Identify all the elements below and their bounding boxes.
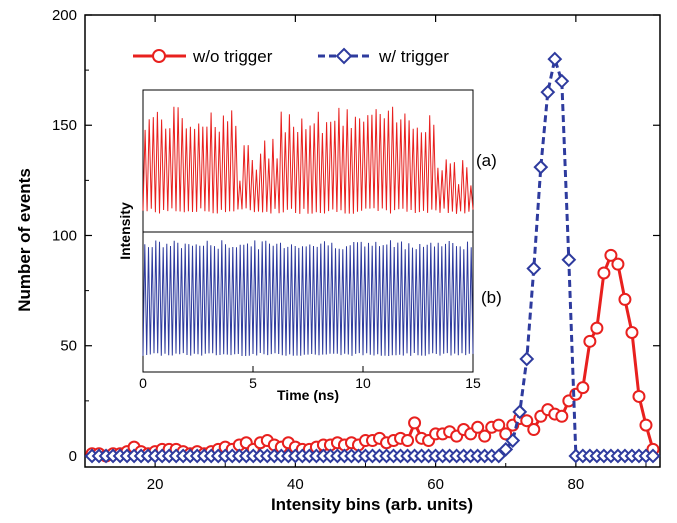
series-layer <box>84 51 661 464</box>
inset-y-label: Intensity <box>117 202 133 260</box>
x-tick-label: 80 <box>568 476 585 493</box>
legend-label-wo-trigger: w/o trigger <box>192 47 273 66</box>
point-wo-trigger <box>632 389 646 403</box>
inset-x-tick-label: 10 <box>355 375 371 391</box>
point-w-trigger <box>540 84 556 100</box>
inset-trace-b <box>142 240 474 357</box>
x-tick-label: 60 <box>427 476 444 493</box>
legend-marker-wo-trigger <box>152 49 166 63</box>
legend-label-w-trigger: w/ trigger <box>378 47 449 66</box>
x-axis-label: Intensity bins (arb. units) <box>271 495 473 514</box>
y-tick-label: 0 <box>69 448 77 465</box>
inset-panel-a-tag: (a) <box>476 151 497 170</box>
point-wo-trigger <box>499 427 513 441</box>
inset-panel-b-tag: (b) <box>481 288 502 307</box>
point-wo-trigger <box>408 416 422 430</box>
legend: w/o trigger w/ trigger <box>133 47 449 66</box>
point-wo-trigger <box>520 414 534 428</box>
point-w-trigger <box>526 261 542 276</box>
legend-marker-w-trigger <box>335 47 353 65</box>
point-w-trigger <box>505 433 521 448</box>
point-wo-trigger <box>597 266 611 280</box>
point-wo-trigger <box>590 321 604 335</box>
point-w-trigger <box>547 51 563 67</box>
point-wo-trigger <box>478 429 492 443</box>
point-wo-trigger <box>527 423 541 437</box>
point-w-trigger <box>554 73 570 89</box>
x-tick-label: 40 <box>287 476 304 493</box>
point-w-trigger <box>533 159 549 175</box>
y-tick-label: 100 <box>52 227 77 244</box>
x-tick-label: 20 <box>147 476 164 493</box>
inset-x-tick-label: 15 <box>465 375 481 391</box>
point-wo-trigger <box>576 381 590 395</box>
point-w-trigger <box>491 448 507 464</box>
inset-panel-b-frame <box>142 231 474 373</box>
y-tick-label: 50 <box>60 338 77 355</box>
inset-axes: 0 5 10 15 <box>139 366 481 391</box>
point-wo-trigger <box>639 418 653 432</box>
point-wo-trigger <box>492 418 506 432</box>
point-w-trigger <box>512 404 528 420</box>
plot-frame <box>84 14 661 468</box>
y-axis-label: Number of events <box>15 168 34 312</box>
point-wo-trigger <box>611 257 625 271</box>
point-wo-trigger <box>618 292 632 306</box>
inset-trace-a <box>142 106 474 214</box>
point-wo-trigger <box>604 248 618 262</box>
inset-x-label: Time (ns) <box>277 387 339 403</box>
y-tick-label: 200 <box>52 7 77 24</box>
inset-x-tick-label: 0 <box>139 375 147 391</box>
inset-x-tick-label: 5 <box>249 375 257 391</box>
point-wo-trigger <box>555 409 569 423</box>
point-wo-trigger <box>625 326 639 340</box>
point-w-trigger <box>645 448 661 464</box>
inset: 0 5 10 15 Time (ns) Intensity (a) (b) <box>117 89 502 403</box>
point-wo-trigger <box>583 334 597 348</box>
point-w-trigger <box>519 351 535 367</box>
point-w-trigger <box>561 252 577 268</box>
point-wo-trigger <box>471 420 485 434</box>
point-w-trigger <box>498 441 514 457</box>
y-tick-label: 150 <box>52 117 77 134</box>
point-wo-trigger <box>401 434 415 448</box>
